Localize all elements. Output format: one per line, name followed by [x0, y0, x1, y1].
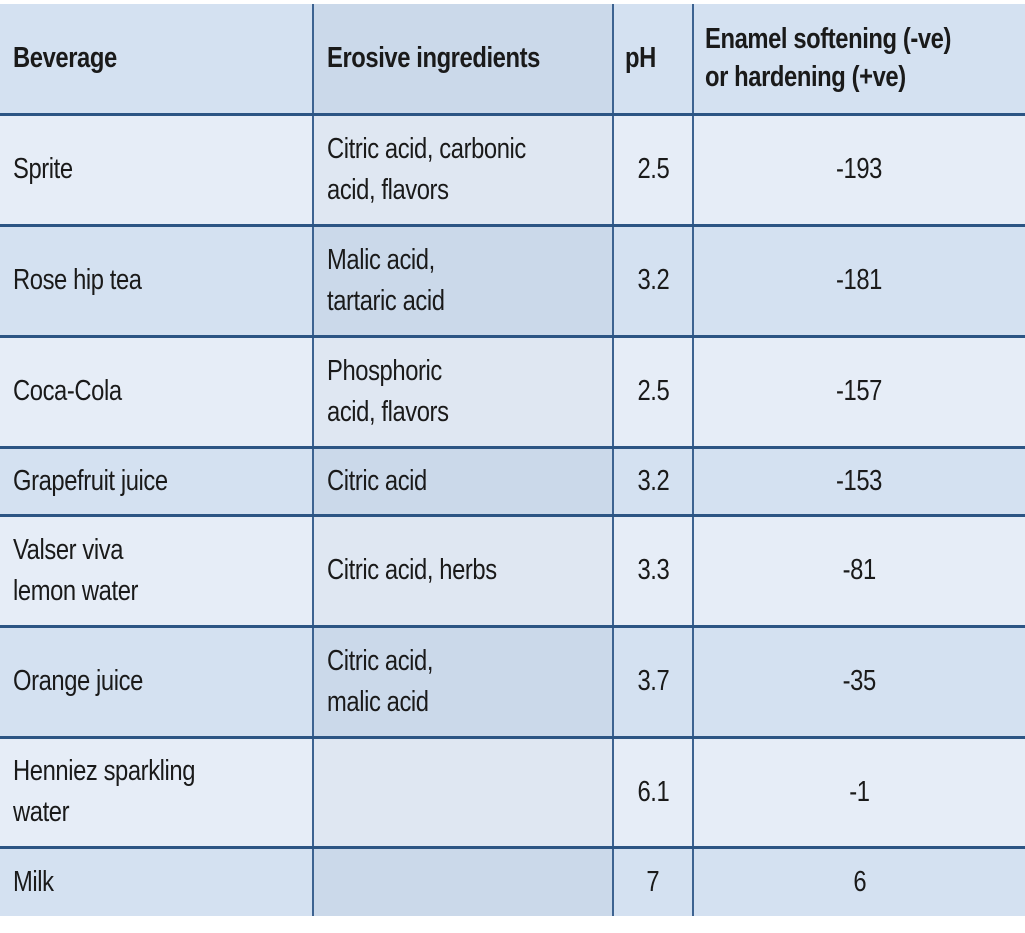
- header-erosive-ingredients: Erosive ingredients: [312, 4, 614, 116]
- cell-ingredients: Citric acid, malic acid: [312, 624, 614, 739]
- cell-ph: 2.5: [612, 112, 694, 227]
- cell-beverage: Valser viva lemon water: [0, 513, 314, 628]
- cell-ph: 7: [612, 845, 694, 916]
- cell-beverage: Orange juice: [0, 624, 314, 739]
- cell-enamel: 6: [692, 845, 1025, 916]
- cell-ph: 6.1: [612, 735, 694, 849]
- cell-enamel: -1: [692, 735, 1025, 849]
- cell-ph: 2.5: [612, 334, 694, 449]
- table-row: Sprite Citric acid, carbonic acid, flavo…: [0, 112, 1025, 227]
- cell-ph: 3.7: [612, 624, 694, 739]
- table-row: Coca-Cola Phosphoric acid, flavors 2.5 -…: [0, 334, 1025, 449]
- table-row: Valser viva lemon water Citric acid, her…: [0, 513, 1025, 628]
- header-beverage: Beverage: [0, 4, 314, 116]
- cell-beverage: Coca-Cola: [0, 334, 314, 449]
- cell-enamel: -193: [692, 112, 1025, 227]
- header-row: Beverage Erosive ingredients pH Enamel s…: [0, 4, 1025, 116]
- cell-ph: 3.2: [612, 223, 694, 338]
- cell-ingredients: Malic acid, tartaric acid: [312, 223, 614, 338]
- cell-ph: 3.3: [612, 513, 694, 628]
- table-row: Grapefruit juice Citric acid 3.2 -153: [0, 445, 1025, 517]
- cell-ingredients: [312, 845, 614, 916]
- table-row: Rose hip tea Malic acid, tartaric acid 3…: [0, 223, 1025, 338]
- cell-ingredients: Phosphoric acid, flavors: [312, 334, 614, 449]
- cell-ingredients: [312, 735, 614, 849]
- cell-ingredients: Citric acid: [312, 445, 614, 517]
- header-ph: pH: [612, 4, 694, 116]
- table-row: Orange juice Citric acid, malic acid 3.7…: [0, 624, 1025, 739]
- table-row: Milk 7 6: [0, 845, 1025, 916]
- cell-enamel: -153: [692, 445, 1025, 517]
- cell-ph: 3.2: [612, 445, 694, 517]
- cell-beverage: Henniez sparkling water: [0, 735, 314, 849]
- cell-beverage: Sprite: [0, 112, 314, 227]
- cell-ingredients: Citric acid, herbs: [312, 513, 614, 628]
- beverage-erosion-table: Beverage Erosive ingredients pH Enamel s…: [0, 4, 1025, 916]
- cell-ingredients: Citric acid, carbonic acid, flavors: [312, 112, 614, 227]
- header-enamel-change: Enamel softening (-ve) or hardening (+ve…: [692, 4, 1025, 116]
- cell-beverage: Grapefruit juice: [0, 445, 314, 517]
- cell-enamel: -35: [692, 624, 1025, 739]
- cell-beverage: Rose hip tea: [0, 223, 314, 338]
- table-row: Henniez sparkling water 6.1 -1: [0, 735, 1025, 849]
- cell-enamel: -81: [692, 513, 1025, 628]
- cell-beverage: Milk: [0, 845, 314, 916]
- cell-enamel: -181: [692, 223, 1025, 338]
- cell-enamel: -157: [692, 334, 1025, 449]
